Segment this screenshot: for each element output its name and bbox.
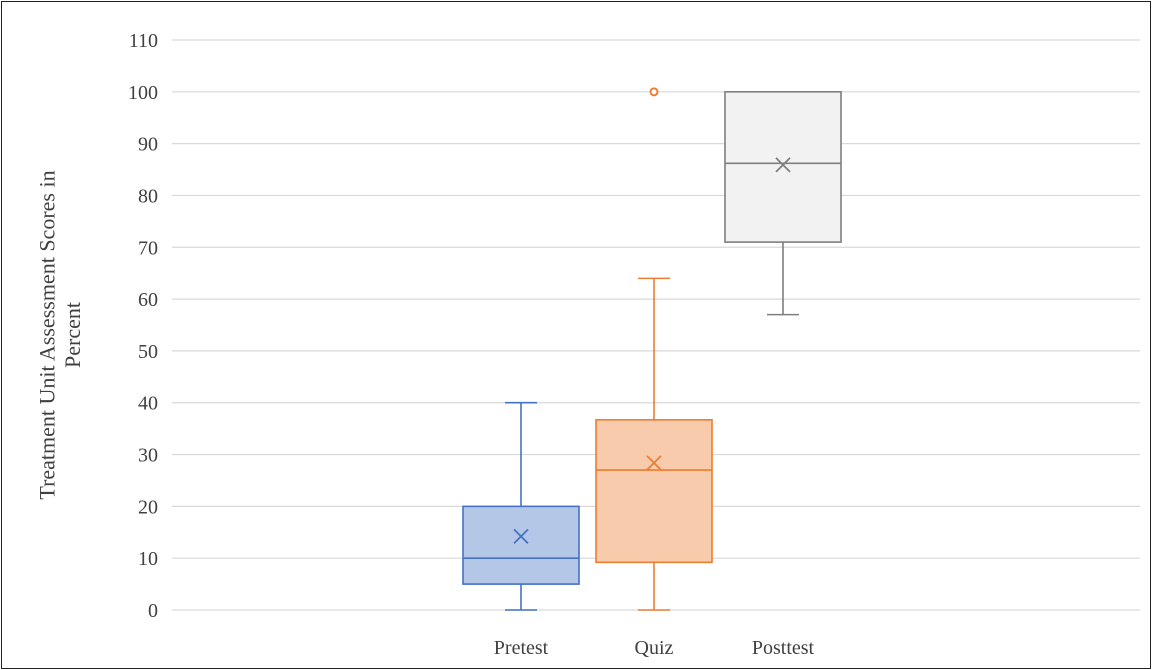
box-quiz	[595, 87, 713, 611]
mean-marker	[646, 455, 662, 471]
y-tick-label: 90	[138, 134, 158, 156]
y-tick-label: 70	[138, 237, 158, 259]
y-tick-label: 60	[138, 289, 158, 311]
y-tick-label: 110	[129, 30, 158, 52]
box-posttest	[724, 91, 842, 316]
box-iqr	[462, 505, 580, 585]
y-axis-title: Treatment Unit Assessment Scores inPerce…	[35, 170, 85, 499]
y-axis-ticks: 0 10 20 30 40 50 60 70 80 90 100 110	[128, 30, 158, 622]
box-series	[462, 87, 842, 611]
y-tick-label: 20	[138, 496, 158, 518]
y-axis-title-line: Percent	[60, 302, 85, 368]
outlier-point	[649, 87, 659, 97]
x-category-label: Posttest	[752, 637, 815, 659]
y-tick-label: 0	[148, 600, 158, 622]
box-pretest	[462, 401, 580, 611]
y-tick-label: 30	[138, 445, 158, 467]
box-iqr	[724, 91, 842, 243]
box-iqr	[595, 419, 713, 564]
mean-marker	[513, 528, 529, 545]
gridlines	[172, 39, 1140, 611]
x-category-label: Pretest	[494, 637, 549, 659]
y-tick-label: 80	[138, 185, 158, 207]
y-tick-label: 10	[138, 548, 158, 570]
y-tick-label: 100	[128, 82, 158, 104]
x-axis-ticks: Pretest Quiz Posttest	[494, 637, 815, 659]
y-tick-label: 40	[138, 393, 158, 415]
mean-marker	[775, 157, 791, 173]
y-tick-label: 50	[138, 341, 158, 363]
y-axis-title-line: Treatment Unit Assessment Scores in	[35, 170, 60, 499]
x-category-label: Quiz	[635, 637, 674, 659]
